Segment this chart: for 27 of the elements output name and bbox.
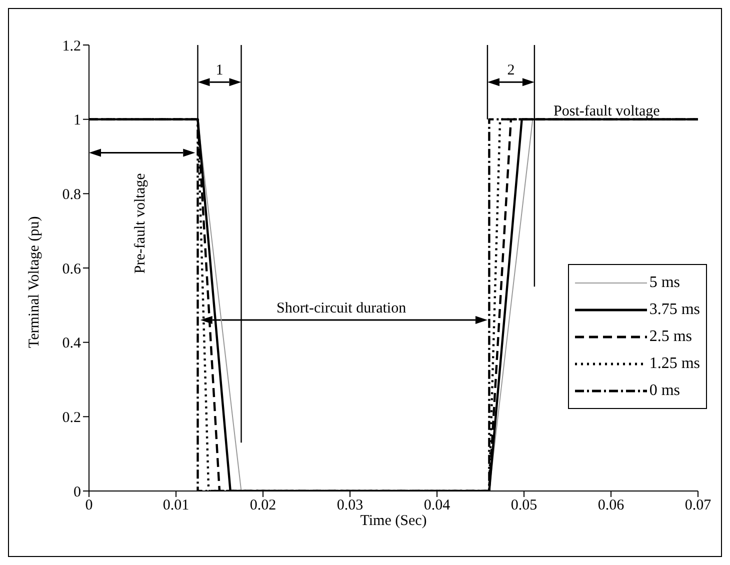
x-tick-label: 0.02: [250, 498, 276, 514]
x-tick-label: 0.07: [684, 498, 712, 514]
y-tick-label: 0.6: [62, 261, 82, 278]
annotation: Post-fault voltage: [554, 103, 660, 120]
x-axis-title: Time (Sec): [360, 513, 427, 529]
legend-label: 3.75 ms: [649, 300, 700, 318]
annotation: Short-circuit duration: [276, 300, 407, 316]
y-axis-title: Terminal Voltage (pu): [26, 216, 42, 348]
legend-label: 1.25 ms: [649, 354, 700, 372]
y-tick-label: 0.4: [62, 336, 82, 352]
y-tick-label: 1.2: [62, 38, 81, 54]
y-tick-label: 0: [74, 484, 81, 500]
annotation: 2: [507, 62, 515, 78]
y-tick-label: 0.2: [62, 410, 81, 426]
annotation: Pre-fault voltage: [132, 172, 149, 274]
x-tick-label: 0.05: [510, 498, 538, 514]
legend-label: 5 ms: [649, 274, 680, 292]
legend-label: 0 ms: [649, 382, 680, 400]
x-tick-label: 0.06: [598, 498, 625, 514]
x-tick-label: 0.03: [336, 498, 364, 514]
y-tick-label: 1: [74, 112, 81, 129]
x-tick-label: 0.01: [162, 498, 190, 514]
y-tick-label: 0.8: [62, 186, 81, 203]
x-tick-label: 0.04: [424, 498, 451, 514]
annotation: 1: [216, 62, 224, 78]
x-tick-label: 0: [85, 498, 93, 514]
legend-label: 2.5 ms: [649, 328, 692, 346]
